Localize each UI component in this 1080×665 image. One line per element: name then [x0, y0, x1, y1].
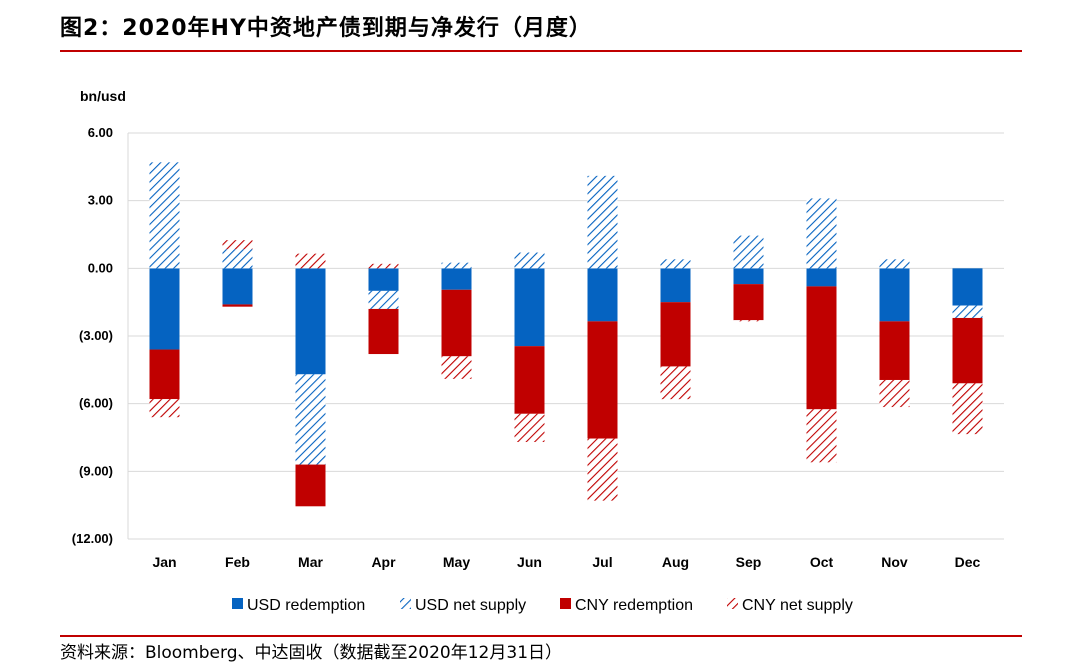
x-tick-label: Jul [592, 554, 612, 570]
bar-cny-net-supply [441, 356, 472, 379]
bar-cny-redemption [295, 464, 326, 507]
x-tick-label: Mar [298, 554, 323, 570]
legend-swatch [727, 598, 738, 609]
bar-usd-net-supply [952, 305, 983, 318]
bar-usd-redemption [295, 268, 326, 375]
y-tick-label: 3.00 [88, 193, 113, 208]
bar-cny-redemption [441, 289, 472, 357]
y-tick-label: (9.00) [79, 463, 113, 478]
bar-usd-redemption [806, 268, 837, 287]
y-tick-label: (3.00) [79, 328, 113, 343]
bar-cny-redemption [587, 321, 618, 439]
bar-cny-net-supply [149, 399, 180, 418]
legend: USD redemption USD net supply CNY redempti… [232, 597, 853, 614]
legend-swatch [560, 598, 571, 609]
bar-usd-redemption [222, 268, 253, 305]
x-axis-ticks: Jan Feb Mar Apr May Jun Jul Aug Sep Oct Nov Dec [152, 554, 980, 570]
x-tick-label: May [443, 554, 470, 570]
legend-label: USD redemption [247, 597, 365, 614]
y-axis-ticks: 6.00 3.00 0.00 (3.00) (6.00) (9.00) (12.00) [72, 125, 113, 546]
source-note: 资料来源：Bloomberg、中达固收（数据截至2020年12月31日） [60, 643, 563, 663]
bar-cny-net-supply [806, 409, 837, 463]
bar-usd-redemption [368, 268, 399, 291]
legend-label: USD net supply [415, 597, 526, 614]
bar-usd-net-supply [806, 198, 837, 269]
bar-cny-net-supply [587, 438, 618, 501]
bar-usd-net-supply [514, 252, 545, 269]
bar-usd-net-supply [587, 175, 618, 269]
bar-cny-net-supply [222, 240, 253, 250]
y-tick-label: 0.00 [88, 260, 113, 275]
y-tick-label: (6.00) [79, 396, 113, 411]
bar-cny-redemption [806, 286, 837, 410]
bar-cny-net-supply [952, 383, 983, 435]
legend-swatch [400, 598, 411, 609]
bar-usd-net-supply [295, 374, 326, 465]
bar-cny-redemption [514, 346, 545, 414]
bar-cny-redemption [733, 284, 764, 321]
x-tick-label: Sep [736, 554, 762, 570]
bars [149, 162, 983, 507]
x-tick-label: Jun [517, 554, 542, 570]
x-tick-label: Nov [881, 554, 908, 570]
bar-usd-redemption [441, 268, 472, 290]
bar-usd-redemption [587, 268, 618, 322]
unit-label: bn/usd [80, 88, 126, 104]
bar-usd-net-supply [222, 249, 253, 269]
bar-cny-net-supply [295, 253, 326, 269]
bar-usd-redemption [879, 268, 910, 322]
bar-usd-redemption [660, 268, 691, 303]
bar-cny-redemption [149, 349, 180, 400]
legend-label: CNY net supply [742, 597, 853, 614]
title-rule [60, 50, 1022, 52]
bar-usd-net-supply [733, 235, 764, 269]
bar-usd-net-supply [149, 162, 180, 269]
bar-cny-net-supply [368, 263, 399, 269]
y-tick-label: 6.00 [88, 125, 113, 140]
legend-label: CNY redemption [575, 597, 693, 614]
x-tick-label: Dec [955, 554, 981, 570]
bar-usd-net-supply [879, 259, 910, 269]
bar-usd-net-supply [441, 262, 472, 269]
bar-usd-redemption [514, 268, 545, 347]
figure-title: 图2：2020年HY中资地产债到期与净发行（月度） [60, 16, 592, 41]
bar-usd-redemption [733, 268, 764, 285]
bar-cny-redemption [952, 317, 983, 384]
bar-cny-net-supply [660, 366, 691, 400]
x-tick-label: Aug [662, 554, 689, 570]
x-tick-label: Jan [152, 554, 176, 570]
bar-usd-net-supply [660, 259, 691, 269]
stacked-bar-chart: bn/usd 6.00 3.00 0.00 (3.00) (6.00) (9.00) (12… [72, 88, 1004, 614]
bar-cny-redemption [222, 304, 253, 307]
legend-swatch [232, 598, 243, 609]
x-tick-label: Oct [810, 554, 834, 570]
y-tick-label: (12.00) [72, 531, 113, 546]
bar-cny-redemption [660, 302, 691, 367]
bar-usd-redemption [952, 268, 983, 306]
bar-cny-net-supply [514, 413, 545, 443]
bar-cny-net-supply [879, 379, 910, 408]
gridlines [127, 132, 1004, 540]
bar-cny-redemption [368, 308, 399, 355]
source-rule [60, 635, 1022, 637]
bar-cny-net-supply [733, 320, 764, 322]
x-tick-label: Feb [225, 554, 250, 570]
bar-cny-redemption [879, 321, 910, 380]
bar-usd-net-supply [368, 290, 399, 309]
bar-usd-redemption [149, 268, 180, 350]
x-tick-label: Apr [371, 554, 396, 570]
